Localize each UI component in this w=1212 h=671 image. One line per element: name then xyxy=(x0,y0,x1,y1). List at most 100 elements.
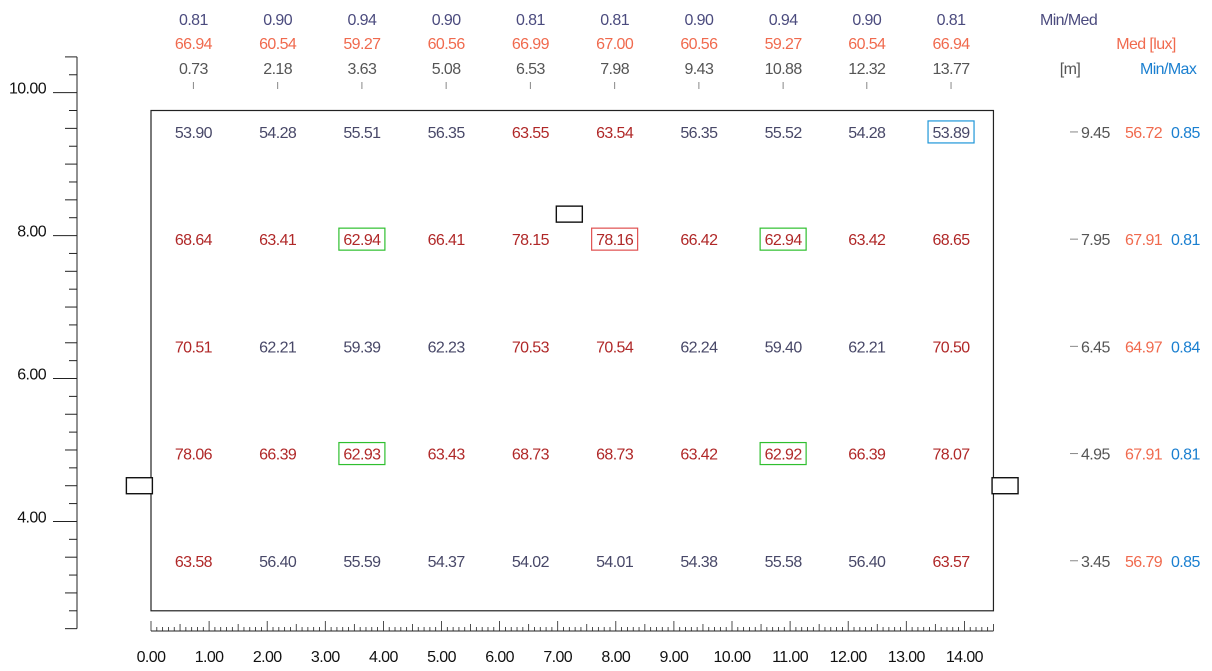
highlight-box xyxy=(338,441,386,466)
column-med: 60.54 xyxy=(259,36,297,53)
grid-value: 53.89 xyxy=(933,125,971,142)
column-x: 12.32 xyxy=(848,61,886,78)
x-ruler-label: 6.00 xyxy=(485,649,514,666)
column-med: 59.27 xyxy=(765,36,803,53)
grid-value: 68.73 xyxy=(596,447,634,464)
row-med: 64.97 xyxy=(1125,339,1163,356)
column-minmed: 0.90 xyxy=(852,12,881,29)
row-minmax: 0.81 xyxy=(1171,232,1200,249)
grid-value: 78.16 xyxy=(596,232,634,249)
highlight-box xyxy=(591,227,639,251)
grid-value: 56.35 xyxy=(428,125,466,142)
y-ruler-label: 4.00 xyxy=(17,509,46,526)
grid-value: 63.54 xyxy=(596,125,634,142)
grid-value: 66.39 xyxy=(259,447,297,464)
column-med: 59.27 xyxy=(343,36,381,53)
grid-value: 56.40 xyxy=(259,554,297,571)
highlight-box xyxy=(927,120,975,144)
grid-value: 54.38 xyxy=(680,554,718,571)
grid-value: 62.92 xyxy=(765,447,803,464)
column-minmed: 0.81 xyxy=(600,12,629,29)
legend-minmax: Min/Max xyxy=(1140,61,1197,78)
x-ruler-label: 12.00 xyxy=(830,649,868,666)
luminaire-symbol xyxy=(555,205,584,223)
grid-value: 66.42 xyxy=(680,232,718,249)
grid-value: 56.40 xyxy=(848,554,886,571)
column-med: 60.56 xyxy=(680,36,718,53)
column-med: 60.54 xyxy=(848,36,886,53)
y-ruler-label: 6.00 xyxy=(17,367,46,384)
highlight-box xyxy=(759,227,807,251)
column-med: 66.99 xyxy=(512,36,550,53)
grid-value: 70.51 xyxy=(175,339,213,356)
grid-value: 62.94 xyxy=(765,232,803,249)
row-minmax: 0.85 xyxy=(1171,125,1200,142)
x-ruler-label: 9.00 xyxy=(660,649,689,666)
x-ruler-label: 1.00 xyxy=(195,649,224,666)
grid-value: 68.73 xyxy=(512,447,550,464)
grid-value: 70.50 xyxy=(933,339,971,356)
row-med: 56.72 xyxy=(1125,125,1163,142)
column-med: 60.56 xyxy=(428,36,466,53)
grid-value: 55.58 xyxy=(765,554,803,571)
row-med: 56.79 xyxy=(1125,554,1163,571)
x-ruler-label: 14.00 xyxy=(946,649,984,666)
grid-value: 63.58 xyxy=(175,554,213,571)
column-minmed: 0.94 xyxy=(769,12,798,29)
row-y: 3.45 xyxy=(1081,554,1110,571)
grid-value: 54.37 xyxy=(428,554,466,571)
luminaire-symbol xyxy=(991,477,1019,495)
row-med: 67.91 xyxy=(1125,232,1163,249)
x-ruler-label: 3.00 xyxy=(311,649,340,666)
column-minmed: 0.81 xyxy=(937,12,966,29)
column-x: 0.73 xyxy=(179,61,208,78)
column-x: 10.88 xyxy=(765,61,803,78)
highlight-box xyxy=(338,227,386,251)
grid-value: 62.21 xyxy=(259,339,297,356)
column-x: 2.18 xyxy=(263,61,292,78)
grid-value: 62.93 xyxy=(343,447,381,464)
column-minmed: 0.90 xyxy=(263,12,292,29)
y-ruler-label: 8.00 xyxy=(17,224,46,241)
row-y: 9.45 xyxy=(1081,125,1110,142)
column-minmed: 0.90 xyxy=(685,12,714,29)
x-ruler-label: 5.00 xyxy=(427,649,456,666)
column-med: 67.00 xyxy=(596,36,634,53)
column-x: 6.53 xyxy=(516,61,545,78)
x-ruler-label: 11.00 xyxy=(772,649,809,666)
row-minmax: 0.81 xyxy=(1171,447,1200,464)
x-ruler-label: 7.00 xyxy=(543,649,572,666)
grid-value: 62.94 xyxy=(343,232,381,249)
grid-value: 78.15 xyxy=(512,232,550,249)
grid-value: 55.52 xyxy=(765,125,803,142)
column-x: 5.08 xyxy=(432,61,461,78)
legend-med: Med [lux] xyxy=(1116,36,1176,53)
grid-value: 63.57 xyxy=(933,554,971,571)
room-outline xyxy=(150,109,995,612)
x-ruler-label: 10.00 xyxy=(713,649,751,666)
grid-value: 68.65 xyxy=(933,232,971,249)
grid-value: 56.35 xyxy=(680,125,718,142)
column-x: 7.98 xyxy=(600,61,629,78)
luminaire-symbol xyxy=(125,477,154,495)
column-x: 13.77 xyxy=(933,61,971,78)
grid-value: 63.43 xyxy=(428,447,466,464)
column-minmed: 0.90 xyxy=(432,12,461,29)
grid-value: 62.23 xyxy=(428,339,466,356)
x-ruler-label: 13.00 xyxy=(888,649,926,666)
grid-value: 63.42 xyxy=(848,232,886,249)
x-ruler-label: 2.00 xyxy=(253,649,282,666)
grid-value: 54.28 xyxy=(848,125,886,142)
column-minmed: 0.81 xyxy=(516,12,545,29)
x-ruler-label: 8.00 xyxy=(601,649,630,666)
grid-value: 66.39 xyxy=(848,447,886,464)
row-y: 7.95 xyxy=(1081,232,1110,249)
column-x: 9.43 xyxy=(685,61,714,78)
row-y: 4.95 xyxy=(1081,447,1110,464)
row-minmax: 0.85 xyxy=(1171,554,1200,571)
row-y: 6.45 xyxy=(1081,339,1110,356)
grid-value: 62.21 xyxy=(848,339,886,356)
column-minmed: 0.94 xyxy=(348,12,377,29)
grid-value: 55.59 xyxy=(343,554,381,571)
